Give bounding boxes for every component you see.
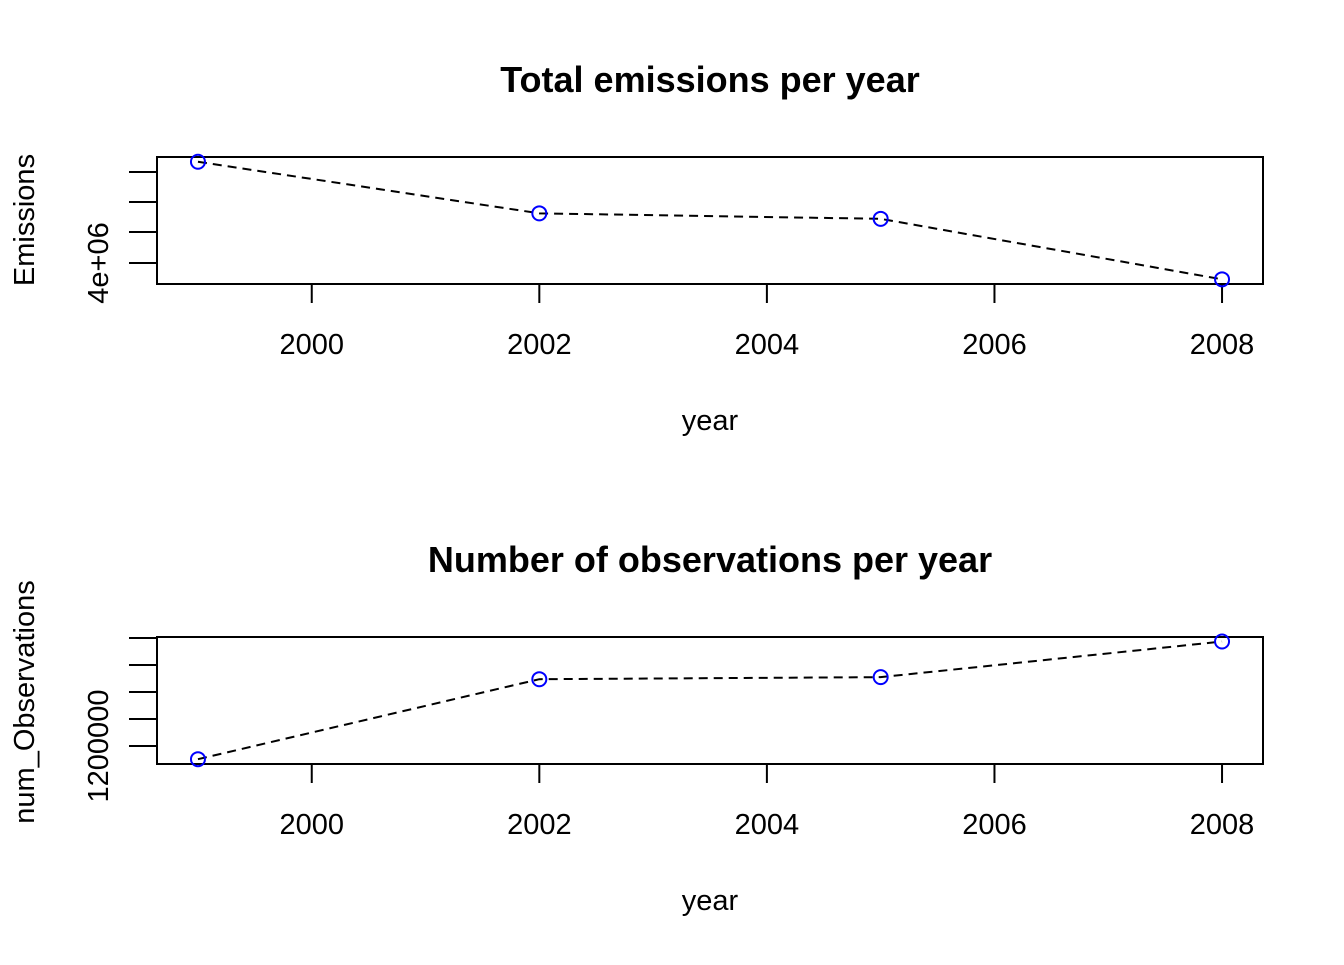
data-point [531,205,548,222]
series-line [197,640,1223,761]
data-point [189,153,206,170]
data-point [872,669,889,686]
y-axis: 4e+06 [83,171,157,304]
y-axis: 1200000 [83,637,157,803]
panel-observations: Number of observations per year year num… [9,539,1264,917]
series-line [197,160,1223,281]
series-emissions [189,153,1231,288]
x-tick-label: 2008 [1190,809,1255,841]
x-tick-label: 2000 [279,809,344,841]
y-axis-label: num_Observations [9,580,41,823]
x-tick-label: 2008 [1190,329,1255,361]
x-tick-label: 2002 [507,809,572,841]
x-tick-label: 2006 [962,809,1027,841]
x-tick-label: 2004 [735,329,800,361]
data-point [531,671,548,688]
data-point [189,751,206,768]
data-point [872,210,889,227]
x-tick-label: 2004 [735,809,800,841]
chart-title: Number of observations per year [428,539,992,580]
plot-frame [156,156,1264,285]
x-tick-label: 2000 [279,329,344,361]
series-observations [189,633,1231,768]
chart-title: Total emissions per year [500,59,920,100]
x-axis: 2000 2002 2004 2006 2008 [279,764,1254,841]
plot-frame [156,636,1264,765]
y-tick-label: 4e+06 [83,222,115,303]
data-point [1214,271,1231,288]
x-tick-label: 2006 [962,329,1027,361]
x-axis: 2000 2002 2004 2006 2008 [279,284,1254,361]
y-tick-label: 1200000 [83,690,115,803]
x-axis-label: year [682,885,739,917]
x-axis-label: year [682,405,739,437]
x-tick-label: 2002 [507,329,572,361]
y-axis-label: Emissions [9,154,41,286]
panel-emissions: Total emissions per year year Emissions … [9,59,1264,437]
data-point [1214,633,1231,650]
